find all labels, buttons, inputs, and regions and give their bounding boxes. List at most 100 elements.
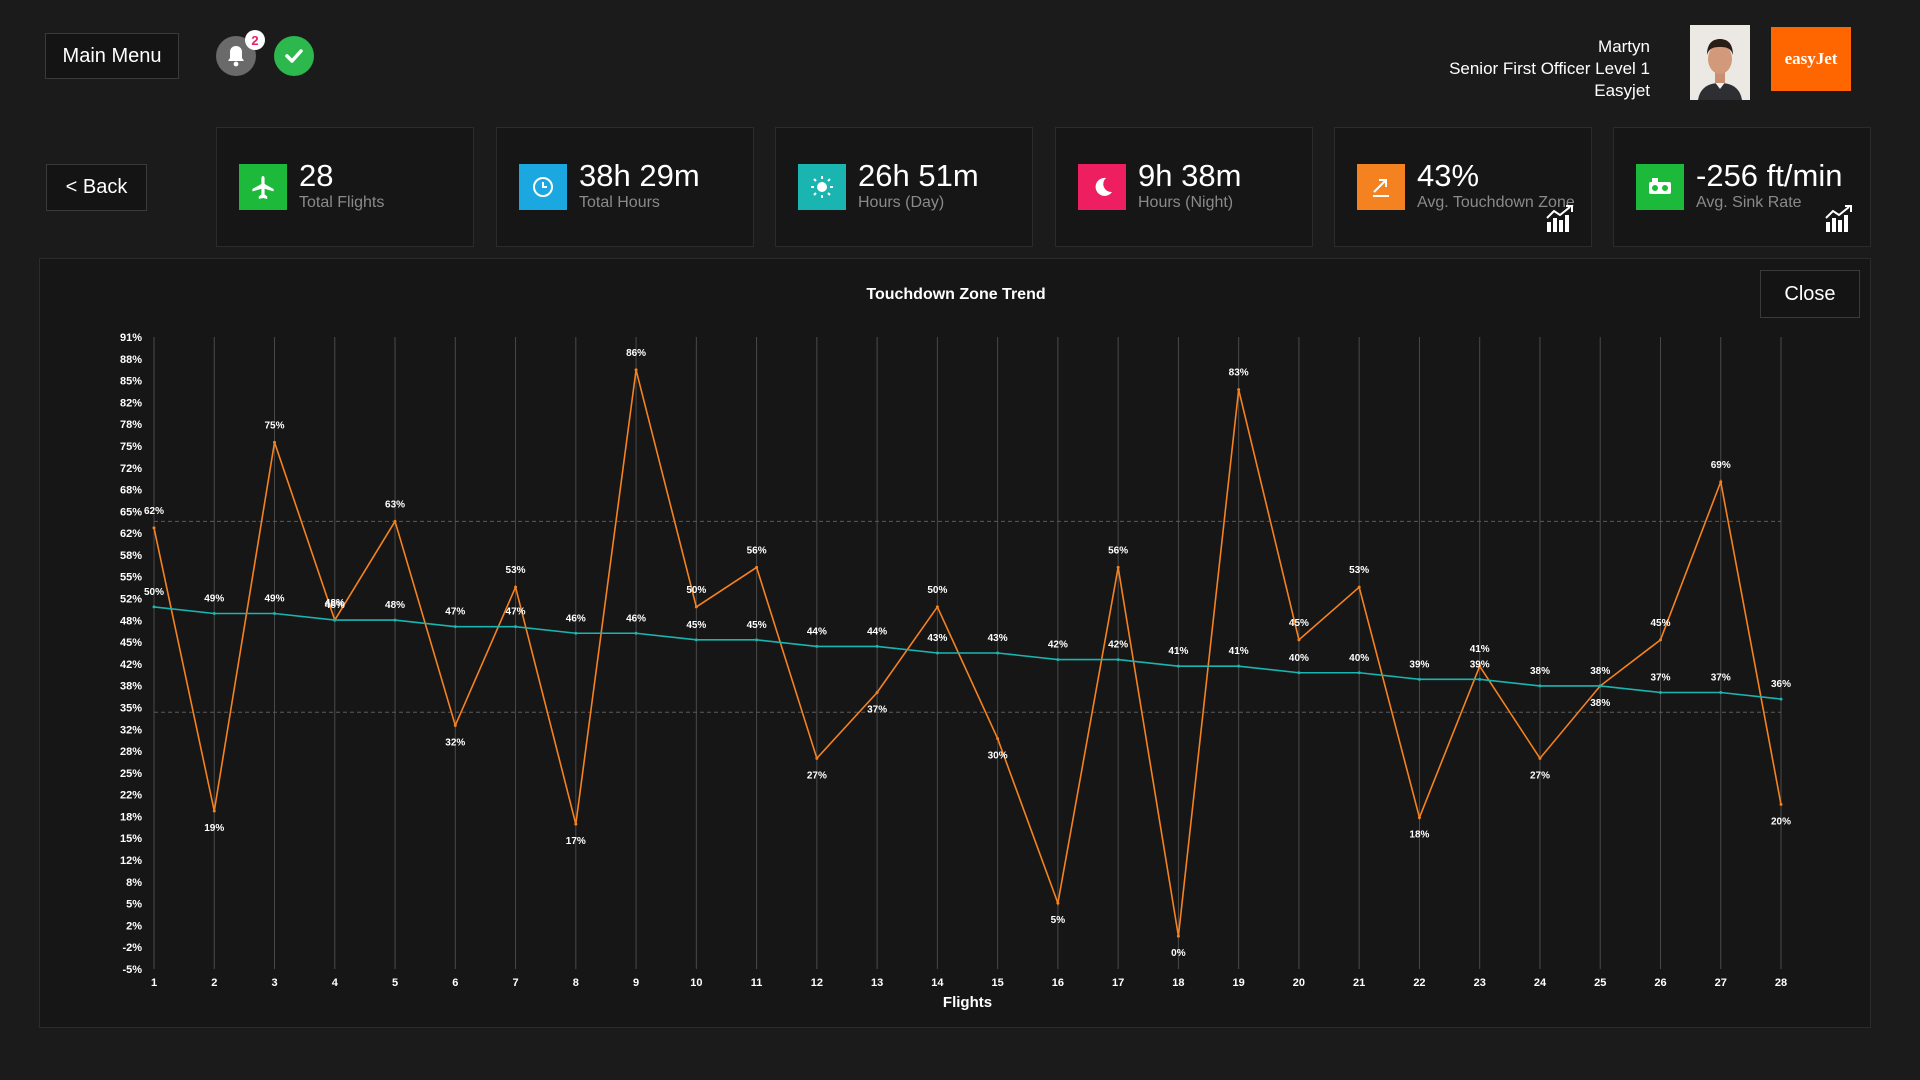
- trend-chart-icon[interactable]: [1545, 204, 1575, 234]
- x-tick-label: 12: [811, 977, 823, 989]
- data-label: 38%: [1590, 698, 1610, 709]
- y-tick-label: 48%: [120, 615, 142, 627]
- trend-point: [1297, 671, 1301, 675]
- data-label: 41%: [1229, 646, 1249, 657]
- data-label: 50%: [144, 587, 164, 598]
- stat-card-hours-night[interactable]: 9h 38m Hours (Night): [1055, 127, 1313, 247]
- y-tick-label: 28%: [120, 746, 142, 758]
- close-button[interactable]: Close: [1760, 270, 1860, 318]
- y-tick-label: 45%: [120, 637, 142, 649]
- stat-card-touchdown-zone[interactable]: 43% Avg. Touchdown Zone: [1334, 127, 1592, 247]
- touchdown-point: [1056, 901, 1060, 905]
- check-status-icon[interactable]: [274, 36, 314, 76]
- trend-point: [1598, 684, 1602, 688]
- x-tick-label: 10: [690, 977, 702, 989]
- x-tick-label: 8: [573, 977, 579, 989]
- trend-point: [1478, 677, 1482, 681]
- trend-point: [152, 605, 156, 609]
- trend-point: [875, 644, 879, 648]
- y-tick-label: 91%: [120, 332, 142, 344]
- y-tick-label: 88%: [120, 354, 142, 366]
- x-tick-label: 26: [1654, 977, 1666, 989]
- touchdown-point: [574, 822, 578, 826]
- data-label: 38%: [1530, 666, 1550, 677]
- stat-card-hours-day[interactable]: 26h 51m Hours (Day): [775, 127, 1033, 247]
- back-button[interactable]: < Back: [46, 164, 147, 211]
- trend-point: [1417, 677, 1421, 681]
- touchdown-point: [1779, 802, 1783, 806]
- touchdown-point: [1719, 480, 1723, 484]
- touchdown-point: [212, 809, 216, 813]
- y-tick-label: -2%: [122, 942, 142, 954]
- main-menu-button[interactable]: Main Menu: [45, 33, 179, 79]
- touchdown-point: [1116, 565, 1120, 569]
- x-tick-label: 22: [1413, 977, 1425, 989]
- x-tick-label: 5: [392, 977, 398, 989]
- stat-label: Avg. Touchdown Zone: [1417, 194, 1575, 211]
- trend-point: [393, 618, 397, 622]
- x-tick-label: 16: [1052, 977, 1064, 989]
- data-label: 37%: [1650, 673, 1670, 684]
- y-tick-label: 25%: [120, 768, 142, 780]
- trend-point: [694, 638, 698, 642]
- y-tick-label: 42%: [120, 659, 142, 671]
- user-info: Martyn Senior First Officer Level 1 Easy…: [1449, 36, 1650, 102]
- x-tick-label: 27: [1715, 977, 1727, 989]
- y-tick-label: 62%: [120, 528, 142, 540]
- touchdown-point: [1478, 664, 1482, 668]
- data-label: 47%: [506, 607, 526, 618]
- x-tick-label: 3: [271, 977, 277, 989]
- y-tick-label: 65%: [120, 506, 142, 518]
- data-label: 62%: [144, 506, 164, 517]
- user-role: Senior First Officer Level 1: [1449, 59, 1650, 78]
- stat-card-total-flights[interactable]: 28 Total Flights: [216, 127, 474, 247]
- touchdown-point: [996, 737, 1000, 741]
- user-name: Martyn: [1598, 37, 1650, 56]
- x-tick-label: 15: [992, 977, 1004, 989]
- data-label: 32%: [445, 737, 465, 748]
- data-label: 47%: [445, 607, 465, 618]
- trend-point: [333, 618, 337, 622]
- stat-value: 28: [299, 158, 334, 193]
- data-label: 53%: [506, 565, 526, 576]
- touchdown-point: [1357, 585, 1361, 589]
- easyjet-logo: easyJet: [1771, 27, 1851, 91]
- y-tick-label: 22%: [120, 790, 142, 802]
- data-label: 56%: [747, 545, 767, 556]
- sun-icon: [798, 164, 846, 210]
- x-tick-label: 21: [1353, 977, 1365, 989]
- data-label: 0%: [1171, 948, 1186, 959]
- data-label: 42%: [1108, 640, 1128, 651]
- chart-panel: Touchdown Zone Trend 91% 88% 85% 82% 78% 75% 7…: [39, 258, 1871, 1028]
- y-tick-label: 82%: [120, 397, 142, 409]
- trend-point: [1538, 684, 1542, 688]
- trend-point: [1779, 697, 1783, 701]
- x-tick-label: 17: [1112, 977, 1124, 989]
- data-label: 69%: [1711, 460, 1731, 471]
- data-label: 30%: [988, 751, 1008, 762]
- x-tick-label: 4: [332, 977, 339, 989]
- data-label: 27%: [807, 770, 827, 781]
- data-label: 83%: [1229, 368, 1249, 379]
- x-tick-label: 13: [871, 977, 883, 989]
- data-label: 75%: [265, 420, 285, 431]
- stat-value: -256 ft/min: [1696, 158, 1843, 193]
- clock-icon: [519, 164, 567, 210]
- avatar[interactable]: [1690, 25, 1750, 100]
- x-tick-label: 20: [1293, 977, 1305, 989]
- stat-card-total-hours[interactable]: 38h 29m Total Hours: [496, 127, 754, 247]
- data-label: 50%: [927, 585, 947, 596]
- x-tick-label: 14: [931, 977, 944, 989]
- y-tick-label: 5%: [126, 899, 142, 911]
- data-label: 42%: [1048, 640, 1068, 651]
- y-tick-label: 58%: [120, 550, 142, 562]
- y-tick-label: 32%: [120, 724, 142, 736]
- touchdown-point: [393, 519, 397, 523]
- y-tick-label: 72%: [120, 463, 142, 475]
- stat-label: Hours (Day): [858, 194, 945, 211]
- data-label: 44%: [807, 626, 827, 637]
- stat-label: Avg. Sink Rate: [1696, 194, 1802, 211]
- y-tick-label: 85%: [120, 376, 142, 388]
- trend-chart-icon[interactable]: [1824, 204, 1854, 234]
- stat-card-sink-rate[interactable]: -256 ft/min Avg. Sink Rate: [1613, 127, 1871, 247]
